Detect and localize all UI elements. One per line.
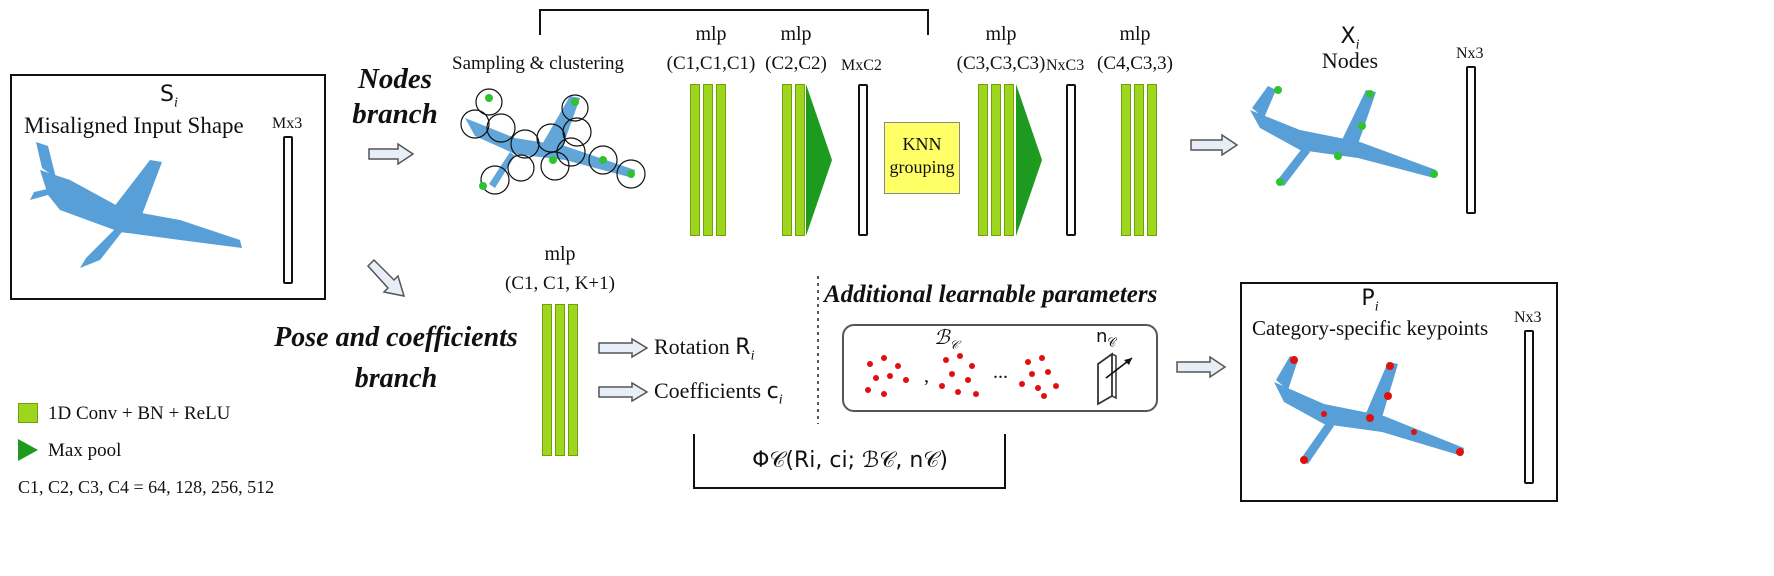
pose-branch-label: Pose and coefficients branch <box>274 322 518 394</box>
nodes-airplane-point-cloud <box>1250 86 1438 186</box>
input-title: Misaligned Input Shape <box>24 113 244 138</box>
mlp1-conv-bar-1 <box>690 84 700 236</box>
keypoints-airplane-point-cloud <box>1274 356 1464 464</box>
input-dim-label: Mx3 <box>272 115 303 132</box>
knn-grouping-box: KNN grouping <box>884 122 960 194</box>
arrow-to-nodes-output <box>1190 133 1239 157</box>
basis-ellipsis: ... <box>993 361 1008 383</box>
shape-function: Φ𝒞(Ri, ci; ℬ𝒞, n𝒞) <box>752 448 948 473</box>
pose-mlp-label: mlp <box>544 243 576 265</box>
arrow-to-nodes-branch <box>368 142 415 166</box>
mlp2-conv-bar-1 <box>782 84 792 236</box>
nodes-output-symbol: Xi <box>1340 24 1360 53</box>
mlp1-conv-bar-2 <box>703 84 713 236</box>
arrow-to-keypoints-output <box>1176 355 1227 379</box>
pose-conv-bar-3 <box>568 304 578 456</box>
max-pool-triangle-1 <box>806 84 832 236</box>
arrow-to-rotation <box>598 337 649 359</box>
nodes-dim-nxc3: NxC3 <box>1046 57 1085 74</box>
mlp1-label: mlp <box>695 23 727 45</box>
mlp4-params: (C4,C3,3) <box>1097 53 1173 74</box>
keypoint-basis-sets <box>865 353 1059 399</box>
mlp4-conv-bar-1 <box>1121 84 1131 236</box>
legend-conv-swatch <box>18 403 38 423</box>
mlp2-params: (C2,C2) <box>765 53 827 74</box>
normal-label: n𝒞 <box>1096 326 1117 350</box>
rotation-label: Rotation Ri <box>654 334 755 364</box>
mlp3-conv-bar-3 <box>1004 84 1014 236</box>
mlp4-label: mlp <box>1119 23 1151 45</box>
coefficients-label: Coefficients ci <box>654 378 783 408</box>
nodes-output-dim: Nx3 <box>1456 45 1484 62</box>
keypoints-output-vector-bar <box>1524 330 1534 484</box>
input-vector-bar <box>283 136 293 284</box>
basis-separator: , <box>924 365 929 387</box>
mlp2-conv-bar-2 <box>795 84 805 236</box>
input-airplane-point-cloud <box>30 142 242 268</box>
nodes-dim-mxc2: MxC2 <box>841 57 882 74</box>
nodes-branch-label: Nodes branch <box>352 63 438 131</box>
mlp1-params: (C1,C1,C1) <box>666 53 756 74</box>
mlp2-label: mlp <box>780 23 812 45</box>
arrow-to-pose-branch <box>366 258 406 297</box>
nodes-output-title: Nodes <box>1321 48 1379 73</box>
mlp4-conv-bar-2 <box>1134 84 1144 236</box>
nxc3-vector-bar <box>1066 84 1076 236</box>
mxc2-vector-bar <box>858 84 868 236</box>
mlp3-params: (C3,C3,C3) <box>956 53 1046 74</box>
mlp4-conv-bar-3 <box>1147 84 1157 236</box>
keypoints-output-title: Category-specific keypoints <box>1252 316 1489 340</box>
dotted-separator <box>817 276 819 424</box>
normal-plane-icon <box>1097 352 1133 406</box>
mlp3-conv-bar-2 <box>991 84 1001 236</box>
sampling-clustering-cloud <box>460 88 646 195</box>
nodes-bracket <box>539 9 929 35</box>
keypoints-output-symbol: Pi <box>1361 286 1379 315</box>
mlp1-conv-bar-3 <box>716 84 726 236</box>
keypoints-output-dim: Nx3 <box>1514 309 1542 326</box>
nodes-output-vector-bar <box>1466 66 1476 214</box>
legend-conv-label: 1D Conv + BN + ReLU <box>48 403 231 424</box>
learnable-params-title: Additional learnable parameters <box>824 281 1158 308</box>
mlp3-label: mlp <box>985 23 1017 45</box>
max-pool-triangle-2 <box>1016 84 1042 236</box>
mlp3-conv-bar-1 <box>978 84 988 236</box>
pose-conv-bar-2 <box>555 304 565 456</box>
legend-channels: C1, C2, C3, C4 = 64, 128, 256, 512 <box>18 477 275 497</box>
basis-label: ℬ𝒞 <box>934 327 959 352</box>
input-symbol: Si <box>160 82 178 111</box>
sampling-label: Sampling & clustering <box>452 53 625 74</box>
pose-conv-bar-1 <box>542 304 552 456</box>
function-bracket <box>693 434 1006 489</box>
pose-mlp-params: (C1, C1, K+1) <box>505 273 615 294</box>
arrow-to-coefficients <box>598 381 649 403</box>
legend-pool-label: Max pool <box>48 440 122 461</box>
legend-pool-swatch <box>18 439 38 461</box>
